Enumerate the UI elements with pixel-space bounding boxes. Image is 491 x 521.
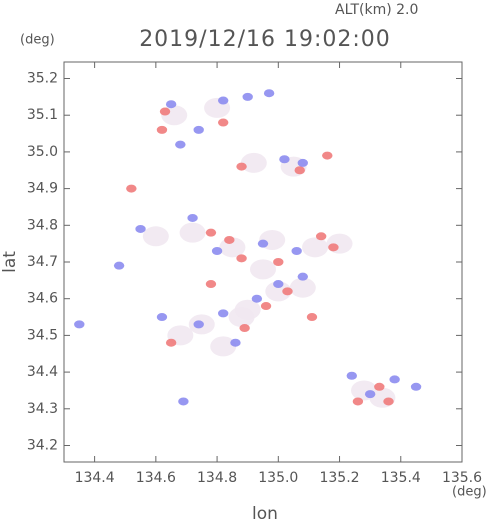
point (297, 272, 308, 281)
x-tick-label: 135.2 (319, 470, 359, 486)
point (236, 162, 247, 171)
point (273, 280, 284, 289)
point (302, 237, 329, 258)
y-tick-label: 34.8 (27, 217, 58, 233)
point (230, 338, 241, 347)
y-unit: (deg) (20, 33, 55, 48)
point (374, 382, 385, 391)
point (289, 277, 316, 298)
point (113, 261, 125, 270)
point (389, 375, 400, 384)
point (179, 222, 206, 243)
x-tick-label: 134.6 (136, 470, 176, 486)
point (142, 226, 169, 247)
point (205, 280, 217, 289)
point (234, 299, 261, 320)
point (251, 294, 263, 303)
point (159, 107, 171, 116)
point (193, 125, 204, 134)
point (346, 371, 357, 380)
x-unit: (deg) (452, 485, 487, 500)
x-tick-label: 135.0 (258, 470, 298, 486)
point (156, 125, 168, 134)
point (369, 387, 396, 408)
y-tick-label: 34.3 (27, 401, 58, 417)
point (210, 336, 237, 357)
point (135, 224, 146, 233)
point (326, 233, 353, 254)
point (74, 320, 85, 329)
x-tick-label: 135.4 (381, 470, 421, 486)
x-tick-label: 134.4 (75, 470, 115, 486)
point (218, 309, 229, 318)
point (257, 239, 269, 248)
subtitle: ALT(km) 2.0 (335, 2, 418, 18)
point (240, 152, 267, 173)
point (156, 313, 168, 322)
point (175, 140, 186, 149)
y-tick-label: 34.9 (27, 181, 58, 197)
point (294, 166, 305, 175)
point (224, 235, 235, 244)
point (306, 313, 318, 322)
y-tick-label: 35.2 (27, 71, 58, 87)
point (352, 397, 364, 406)
point (383, 397, 394, 406)
y-tick-label: 35.0 (27, 144, 58, 160)
point (193, 320, 204, 329)
point (236, 254, 247, 263)
y-tick-label: 34.4 (27, 364, 58, 380)
y-tick-label: 34.2 (27, 437, 58, 453)
y-tick-label: 35.1 (27, 107, 58, 123)
y-tick-label: 34.5 (27, 327, 58, 343)
point (218, 118, 229, 127)
point (239, 324, 250, 333)
point (265, 281, 292, 302)
point (242, 92, 253, 101)
chart-title: 2019/12/16 19:02:00 (139, 27, 391, 52)
point (165, 100, 177, 109)
x-tick-label: 134.8 (197, 470, 237, 486)
point (263, 89, 275, 98)
point (165, 338, 177, 347)
point (297, 158, 308, 167)
point (211, 246, 223, 255)
x-axis-label: lon (252, 504, 278, 521)
y-tick-label: 34.6 (27, 291, 58, 307)
point (315, 232, 327, 241)
point (205, 228, 217, 237)
point (273, 258, 284, 266)
point (218, 96, 229, 105)
point (282, 287, 293, 296)
point (328, 243, 339, 252)
point (291, 246, 302, 255)
point (250, 259, 276, 280)
y-tick-label: 34.7 (27, 254, 58, 270)
point (187, 213, 198, 222)
point (126, 184, 137, 193)
point (410, 382, 422, 391)
point (322, 151, 333, 160)
point (364, 390, 376, 399)
point (260, 302, 272, 311)
x-tick-label: 135.6 (442, 470, 482, 486)
point (178, 397, 189, 406)
point (279, 155, 290, 164)
y-axis-label: lat (0, 251, 20, 273)
